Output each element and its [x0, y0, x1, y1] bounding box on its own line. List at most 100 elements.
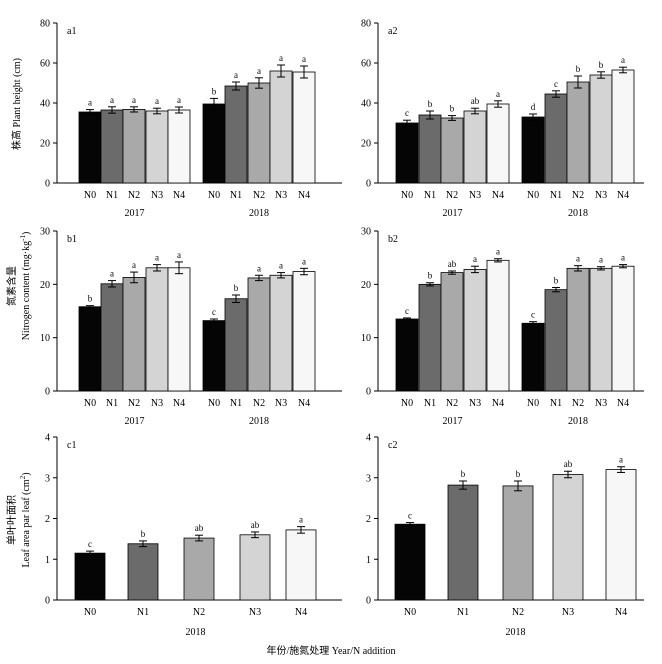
- significance-letter: b: [141, 529, 146, 539]
- significance-letter: a: [155, 253, 159, 263]
- bar-n0: [395, 318, 419, 392]
- x-tick-label: N4: [298, 398, 310, 409]
- panel-c2: 0 1 2 3 4 c2 c N0 b N1 b N2 ab N3 a N4 2018: [366, 433, 644, 638]
- bar-n1: [447, 484, 479, 601]
- bar-n3: [552, 474, 584, 601]
- x-tick-label: N2: [446, 190, 458, 201]
- bar-n0: [394, 523, 426, 601]
- bar-n1: [224, 85, 248, 184]
- significance-letter: d: [531, 102, 536, 112]
- y-tick-label: 0: [45, 387, 50, 398]
- x-tick-label: N2: [128, 190, 140, 201]
- bar-n4: [292, 271, 316, 392]
- y-tick-label: 20: [40, 280, 50, 291]
- significance-letter: a: [88, 98, 92, 108]
- x-tick-label: N0: [208, 398, 220, 409]
- significance-letter: b: [516, 469, 521, 479]
- bar-n2: [183, 537, 215, 601]
- bar-n0: [74, 552, 106, 601]
- x-tick-label: N2: [193, 607, 205, 618]
- significance-letter: a: [621, 55, 625, 65]
- significance-letter: ab: [448, 259, 457, 269]
- significance-letter: a: [302, 256, 306, 266]
- significance-letter: a: [496, 247, 500, 257]
- panel-a1: 0 20 40 60 80 a1 a N0 a N1 a N2 a N3 a N4 2017 b N0 a N1 a N2 a…: [40, 19, 342, 219]
- bar-n3: [269, 274, 293, 392]
- bar-n4: [167, 109, 191, 184]
- bar-n4: [611, 265, 635, 392]
- significance-letter: a: [496, 89, 500, 99]
- significance-letter: a: [110, 95, 114, 105]
- bar-n0: [78, 306, 102, 392]
- significance-letter: c: [408, 511, 412, 521]
- bar-n0: [521, 116, 545, 184]
- significance-letter: ab: [564, 459, 573, 469]
- x-tick-label: N1: [137, 607, 149, 618]
- x-tick-label: N1: [424, 190, 436, 201]
- bar-n1: [224, 298, 248, 392]
- y-tick-label: 60: [40, 59, 50, 70]
- x-tick-label: N4: [298, 190, 310, 201]
- significance-letter: b: [461, 469, 466, 479]
- year-label: 2018: [568, 208, 588, 219]
- x-tick-label: N2: [253, 190, 265, 201]
- x-tick-label: N0: [527, 190, 539, 201]
- significance-letter: c: [554, 79, 558, 89]
- panel-label: c2: [388, 440, 397, 451]
- bar-n3: [589, 74, 613, 184]
- significance-letter: a: [473, 254, 477, 264]
- x-tick-label: N4: [173, 190, 185, 201]
- year-label: 2018: [186, 627, 206, 638]
- bar-n1: [544, 289, 568, 392]
- panel-c1: 0 1 2 3 4 c1 c N0 b N1 ab N2 ab N3 a N4 2018: [45, 433, 342, 638]
- bar-n1: [544, 93, 568, 184]
- y-tick-label: 0: [366, 596, 371, 607]
- significance-letter: b: [599, 60, 604, 70]
- x-tick-label: N3: [275, 398, 287, 409]
- x-tick-label: N3: [275, 190, 287, 201]
- significance-letter: a: [132, 260, 136, 270]
- x-tick-label: N1: [550, 398, 562, 409]
- x-tick-label: N1: [230, 398, 242, 409]
- bar-n3: [145, 110, 169, 184]
- x-tick-label: N4: [173, 398, 185, 409]
- bar-n1: [418, 114, 442, 184]
- x-tick-label: N0: [208, 190, 220, 201]
- x-tick-label: N4: [615, 607, 627, 618]
- bar-n0: [202, 103, 226, 184]
- y-tick-label: 0: [366, 179, 371, 190]
- x-tick-label: N4: [617, 190, 629, 201]
- panel-a2: 020406080a2cN0bN1bN2abN3aN42017dN0cN1bN2…: [361, 19, 644, 219]
- x-tick-label: N4: [492, 190, 504, 201]
- x-tick-label: N2: [572, 190, 584, 201]
- x-tick-label: N2: [446, 398, 458, 409]
- bar-n1: [127, 543, 159, 601]
- significance-letter: c: [531, 310, 535, 320]
- x-tick-label: N3: [469, 190, 481, 201]
- significance-letter: ab: [251, 520, 260, 530]
- significance-letter: a: [599, 255, 603, 265]
- significance-letter: a: [234, 70, 238, 80]
- bar-n1: [100, 283, 124, 392]
- x-tick-label: N3: [469, 398, 481, 409]
- significance-letter: b: [234, 283, 239, 293]
- significance-letter: a: [619, 455, 623, 465]
- significance-letter: b: [212, 86, 217, 96]
- panel-label: b2: [388, 234, 398, 245]
- panel-label: b1: [67, 234, 77, 245]
- x-tick-label: N4: [492, 398, 504, 409]
- bar-n4: [605, 469, 637, 601]
- x-tick-label: N3: [151, 398, 163, 409]
- significance-letter: b: [576, 64, 581, 74]
- x-tick-label: N4: [295, 607, 307, 618]
- x-tick-label: N4: [617, 398, 629, 409]
- significance-letter: b: [428, 271, 433, 281]
- significance-letter: a: [110, 269, 114, 279]
- y-tick-label: 4: [45, 433, 50, 444]
- y-tick-label: 80: [40, 19, 50, 30]
- panel-label: a2: [388, 26, 397, 37]
- bar-n3: [463, 268, 487, 392]
- bar-n3: [589, 267, 613, 392]
- x-tick-label: N3: [595, 190, 607, 201]
- x-tick-label: N2: [572, 398, 584, 409]
